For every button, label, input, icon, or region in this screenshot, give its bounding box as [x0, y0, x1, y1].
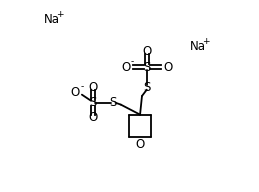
Text: O: O: [135, 138, 145, 151]
Text: O: O: [142, 45, 152, 58]
Text: O: O: [88, 111, 98, 124]
Text: +: +: [56, 10, 63, 19]
Text: S: S: [110, 96, 117, 109]
Text: O: O: [88, 81, 98, 94]
Text: S: S: [89, 96, 97, 109]
Text: Na: Na: [190, 40, 206, 53]
Text: S: S: [143, 61, 150, 74]
Text: Na: Na: [44, 13, 60, 26]
Text: O: O: [121, 61, 131, 74]
Text: -: -: [130, 57, 133, 66]
Text: O: O: [163, 61, 172, 74]
Text: +: +: [202, 37, 209, 46]
Text: S: S: [143, 81, 150, 94]
Text: -: -: [81, 83, 84, 91]
Text: O: O: [71, 86, 80, 99]
